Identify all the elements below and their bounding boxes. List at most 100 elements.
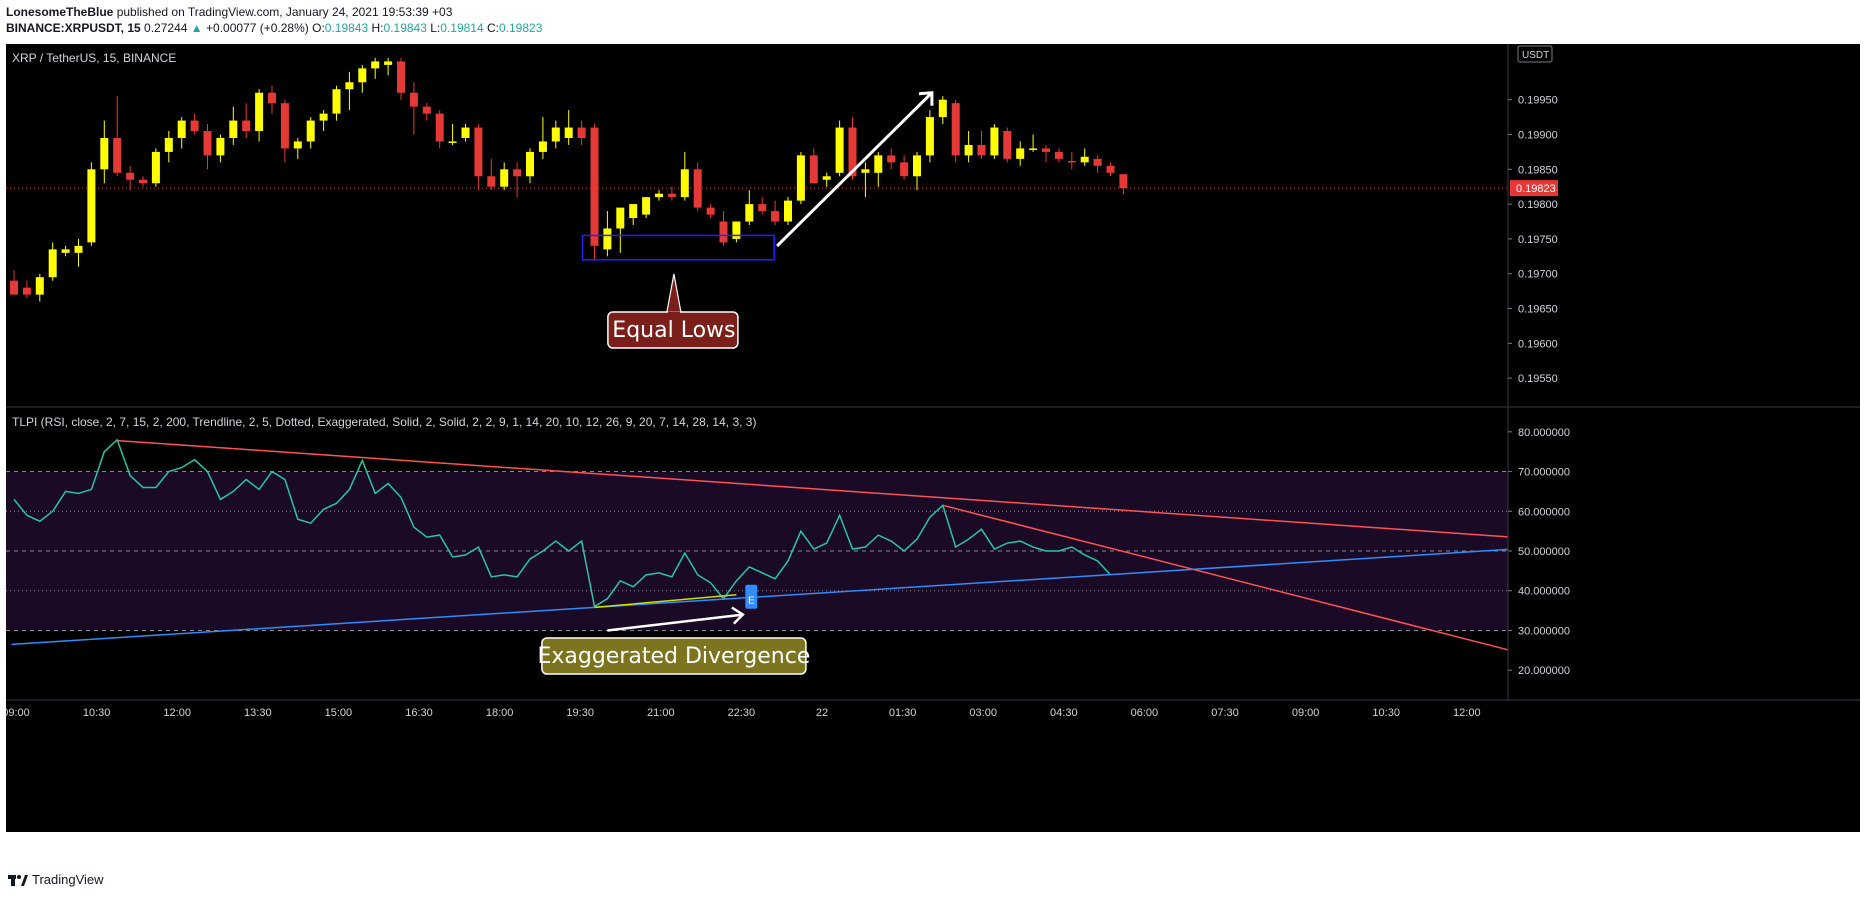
time-tick-label: 04:30	[1050, 707, 1078, 719]
candle-body	[1054, 151, 1063, 159]
candle-body	[616, 207, 625, 229]
candle-body	[435, 113, 444, 142]
time-tick-label: 22	[816, 707, 828, 719]
candle-body	[538, 141, 547, 152]
candle-body	[371, 61, 380, 69]
price-change: +0.00077 (+0.28%)	[206, 21, 309, 35]
candle-body	[35, 277, 44, 295]
author-name[interactable]: LonesomeTheBlue	[6, 5, 114, 19]
candle-body	[190, 120, 199, 132]
candle-body	[474, 127, 483, 177]
last-price: 0.27244	[144, 21, 188, 35]
price-tick-label: 0.19750	[1518, 234, 1558, 246]
candle-body	[771, 211, 780, 222]
candle-body	[526, 151, 534, 177]
open-value: 0.19843	[324, 21, 369, 35]
current-price-tag	[1510, 180, 1558, 197]
footer: TradingView	[8, 872, 104, 887]
candle-body	[680, 169, 689, 198]
time-tick-label: 10:30	[1372, 707, 1400, 719]
candle-body	[229, 120, 238, 138]
divergence-arrow-head	[731, 606, 745, 625]
candle-body	[126, 172, 135, 180]
candle-body	[758, 204, 767, 212]
high-label: H:	[371, 21, 384, 35]
candle-body	[1042, 148, 1050, 152]
tradingview-logo-icon	[8, 873, 28, 887]
candle-body	[874, 155, 883, 173]
rsi-tick-label: 40.000000	[1518, 586, 1570, 598]
candle-body	[887, 155, 896, 163]
trend-arrow-head	[918, 91, 934, 106]
equal-lows-label: Equal Lows	[612, 318, 735, 343]
symbol-label: BINANCE:XRPUSDT, 15	[6, 21, 141, 35]
candle-body	[74, 245, 83, 253]
candle-body	[1067, 160, 1076, 163]
candle-body	[139, 179, 147, 184]
candle-body	[835, 127, 844, 173]
candle-body	[719, 221, 728, 243]
chart-area[interactable]: Equal Lows E Exaggerated Divergence 0.195…	[6, 44, 1860, 832]
publish-line: LonesomeTheBlue published on TradingView…	[6, 4, 1866, 20]
candle-body	[964, 144, 973, 156]
time-tick-label: 18:00	[486, 707, 514, 719]
candle-body	[1016, 148, 1025, 159]
candle-body	[1029, 148, 1038, 150]
equal-lows-box	[581, 234, 775, 261]
candle-body	[500, 169, 509, 187]
candle-body	[10, 280, 18, 295]
candle-body	[900, 162, 909, 177]
candle-body	[667, 193, 676, 198]
blue-trendline	[11, 548, 1509, 646]
price-tick-label: 0.19550	[1518, 373, 1558, 385]
candle-body	[487, 176, 496, 187]
candle-body	[177, 120, 186, 138]
high-value: 0.19843	[383, 21, 427, 35]
candle-body	[784, 200, 792, 222]
candle-body	[306, 120, 315, 142]
price-tick-label: 0.19600	[1518, 338, 1558, 350]
ohlc-line: BINANCE:XRPUSDT, 15 0.27244 ▲ +0.00077 (…	[6, 20, 1866, 36]
trend-arrow-line	[776, 91, 933, 247]
time-tick-label: 09:00	[1292, 707, 1320, 719]
time-tick-label: 12:00	[163, 707, 191, 719]
rsi-tick-label: 20.000000	[1518, 665, 1570, 677]
chart-canvas[interactable]: Equal Lows E Exaggerated Divergence 0.195…	[6, 44, 1860, 832]
candle-body	[990, 127, 999, 156]
candle-body	[861, 169, 870, 173]
candle-body	[48, 249, 57, 278]
candle-body	[255, 92, 264, 132]
candle-body	[629, 204, 638, 219]
candle-body	[564, 127, 573, 138]
currency-label: USDT	[1522, 50, 1549, 61]
current-price-label: 0.19823	[1516, 183, 1556, 195]
price-pane-title: XRP / TetherUS, 15, BINANCE	[12, 51, 176, 65]
exaggerated-marker	[745, 584, 758, 609]
candle-body	[706, 207, 715, 215]
candle-body	[513, 169, 522, 177]
candle-body	[809, 155, 818, 184]
candle-body	[1093, 158, 1102, 166]
candle-body	[422, 106, 431, 114]
time-tick-label: 10:30	[83, 707, 111, 719]
chart-header: LonesomeTheBlue published on TradingView…	[6, 4, 1866, 36]
candle-body	[358, 68, 367, 83]
candle-body	[409, 92, 418, 107]
rsi-line	[13, 438, 1112, 608]
time-tick-label: 21:00	[647, 707, 675, 719]
candle-body	[384, 61, 393, 65]
indicator-pane-title: TLPI (RSI, close, 2, 7, 15, 2, 200, Tren…	[12, 415, 756, 429]
rsi-tick-label: 70.000000	[1518, 467, 1570, 479]
time-tick-label: 16:30	[405, 707, 433, 719]
candle-body	[655, 193, 663, 198]
candle-body	[203, 131, 212, 156]
candle-body	[61, 249, 70, 253]
time-tick-label: 07:30	[1211, 707, 1239, 719]
red-trendline	[117, 439, 1509, 538]
candle-body	[1106, 165, 1115, 173]
time-tick-label: 12:00	[1453, 707, 1481, 719]
time-tick-label: 09:00	[6, 707, 30, 719]
brand-name[interactable]: TradingView	[32, 872, 104, 887]
divergence-arrow-line	[607, 613, 743, 632]
candle-body	[164, 137, 173, 152]
